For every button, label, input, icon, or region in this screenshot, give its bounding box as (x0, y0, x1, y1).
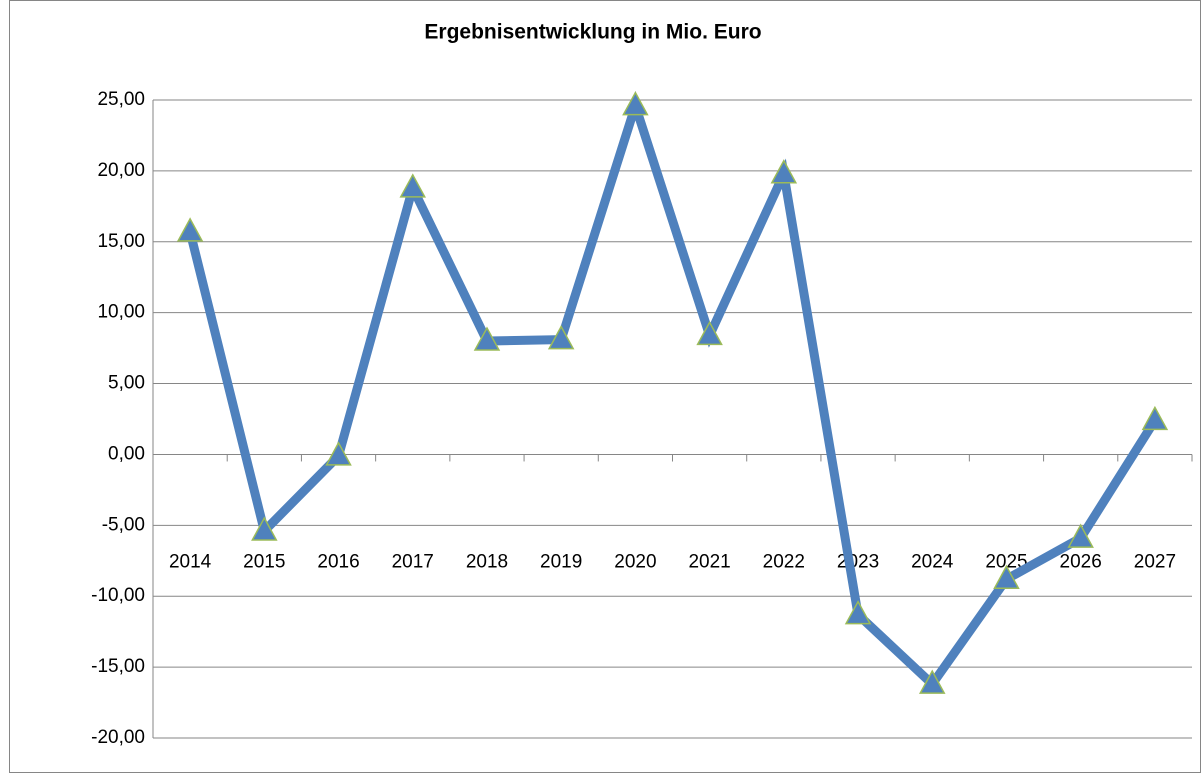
y-tick-label: -5,00 (102, 514, 145, 535)
y-tick-label: -10,00 (91, 585, 145, 606)
x-tick-label: 2016 (317, 551, 359, 572)
x-tick-label: 2023 (837, 551, 879, 572)
chart-border (9, 0, 1201, 773)
x-tick-label: 2020 (614, 551, 656, 572)
y-tick-label: 25,00 (97, 89, 145, 110)
y-tick-label: 0,00 (108, 443, 145, 464)
data-marker (399, 173, 427, 198)
data-marker (918, 669, 946, 694)
x-tick-label: 2025 (985, 551, 1027, 572)
x-tick-label: 2021 (688, 551, 730, 572)
data-marker (844, 600, 872, 625)
data-marker (547, 325, 575, 350)
data-marker (622, 91, 649, 116)
data-marker (1067, 523, 1094, 548)
data-marker (176, 217, 204, 242)
data-line (185, 90, 1159, 691)
x-tick-label: 2026 (1060, 551, 1102, 572)
x-tick-label: 2022 (763, 551, 805, 572)
y-tick-label: -15,00 (91, 656, 145, 677)
data-marker (251, 516, 278, 541)
y-tick-label: 5,00 (108, 373, 145, 394)
data-marker (993, 564, 1020, 589)
data-marker (770, 159, 798, 184)
y-tick-label: 15,00 (97, 231, 145, 252)
data-marker (325, 441, 352, 466)
x-tick-label: 2017 (392, 551, 434, 572)
x-tick-label: 2014 (169, 551, 212, 572)
y-tick-label: -20,00 (91, 727, 145, 748)
data-marker (1141, 405, 1169, 431)
data-marker (696, 320, 723, 346)
x-tick-label: 2024 (911, 551, 954, 572)
x-tick-label: 2019 (540, 551, 582, 572)
x-tick-label: 2018 (466, 551, 508, 572)
data-marker (473, 326, 501, 351)
y-tick-label: 10,00 (97, 302, 145, 323)
y-tick-label: 20,00 (97, 160, 145, 181)
chart-title: Ergebnisentwicklung in Mio. Euro (424, 21, 761, 44)
x-tick-label: 2027 (1134, 551, 1176, 572)
x-tick-label: 2015 (243, 551, 285, 572)
